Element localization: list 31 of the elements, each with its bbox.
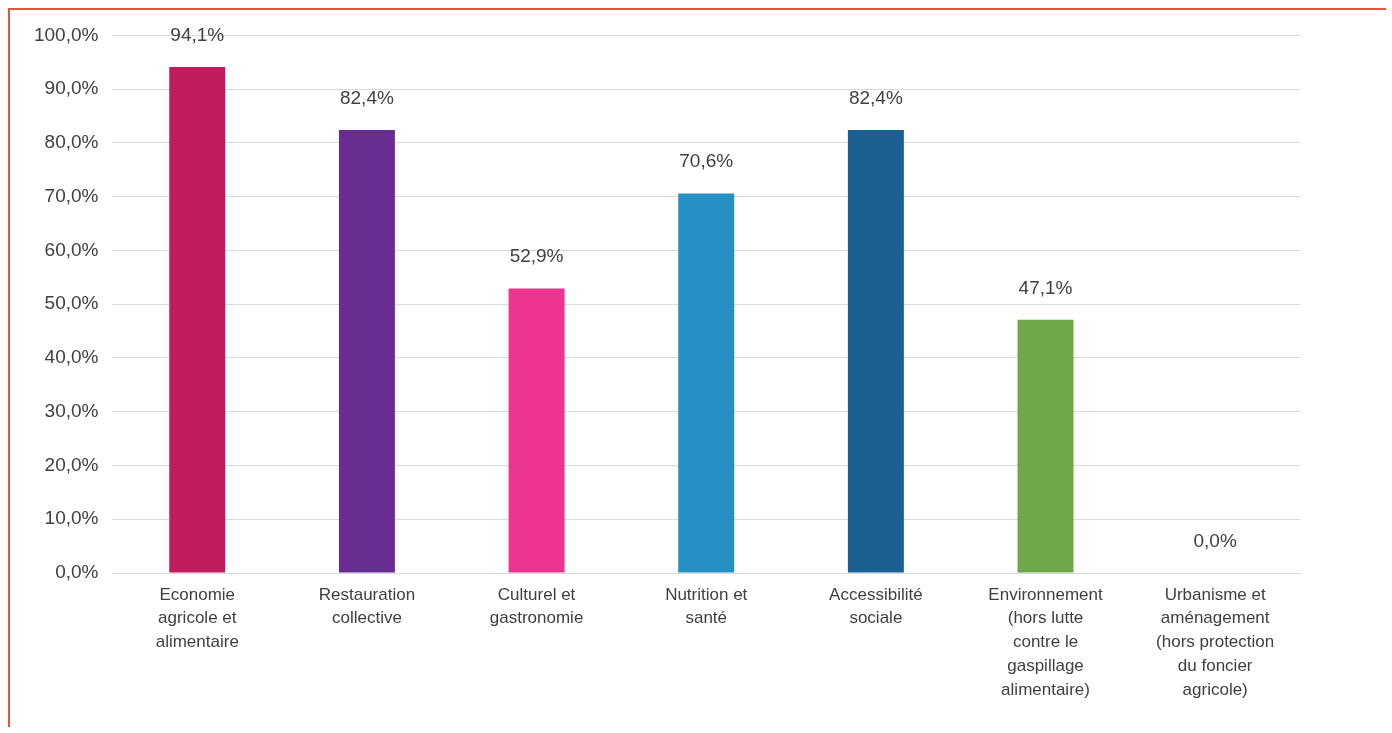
bar [338, 130, 395, 573]
x-tick-label: Culturel et gastronomie [489, 584, 584, 628]
y-tick-label: 30,0% [44, 399, 99, 421]
y-tick-label: 80,0% [44, 131, 99, 153]
x-tick-label: Accessibilité sociale [829, 584, 923, 628]
x-tick-label: Economie agricole et alimentaire [155, 584, 239, 652]
data-label: 82,4% [848, 86, 903, 108]
bar [678, 193, 735, 573]
y-tick-label: 0,0% [55, 561, 99, 583]
y-tick-label: 70,0% [44, 184, 99, 206]
data-label: 94,1% [170, 23, 225, 45]
x-tick-label: Urbanisme et aménagement (hors protection du foncier agricole) [1156, 584, 1275, 699]
data-label: 0,0% [1193, 529, 1237, 551]
bar [1017, 319, 1074, 573]
y-tick-label: 100,0% [33, 23, 99, 45]
data-label: 70,6% [679, 150, 734, 172]
bar [508, 288, 565, 573]
y-tick-label: 40,0% [44, 346, 99, 368]
data-label: 82,4% [339, 86, 394, 108]
x-tick-label: Environnement (hors lutte contre le gaspillage alimentaire) [988, 584, 1103, 699]
y-tick-label: 20,0% [44, 453, 99, 475]
x-tick-label: Nutrition et santé [665, 584, 748, 628]
x-tick-label: Restauration collective [318, 584, 416, 628]
y-tick-label: 50,0% [44, 292, 99, 314]
bar [847, 130, 904, 573]
data-label: 47,1% [1018, 276, 1073, 298]
data-label: 52,9% [509, 245, 564, 267]
y-tick-label: 90,0% [44, 77, 99, 99]
y-tick-label: 60,0% [44, 238, 99, 260]
y-tick-label: 10,0% [44, 507, 99, 529]
bar [169, 67, 226, 573]
